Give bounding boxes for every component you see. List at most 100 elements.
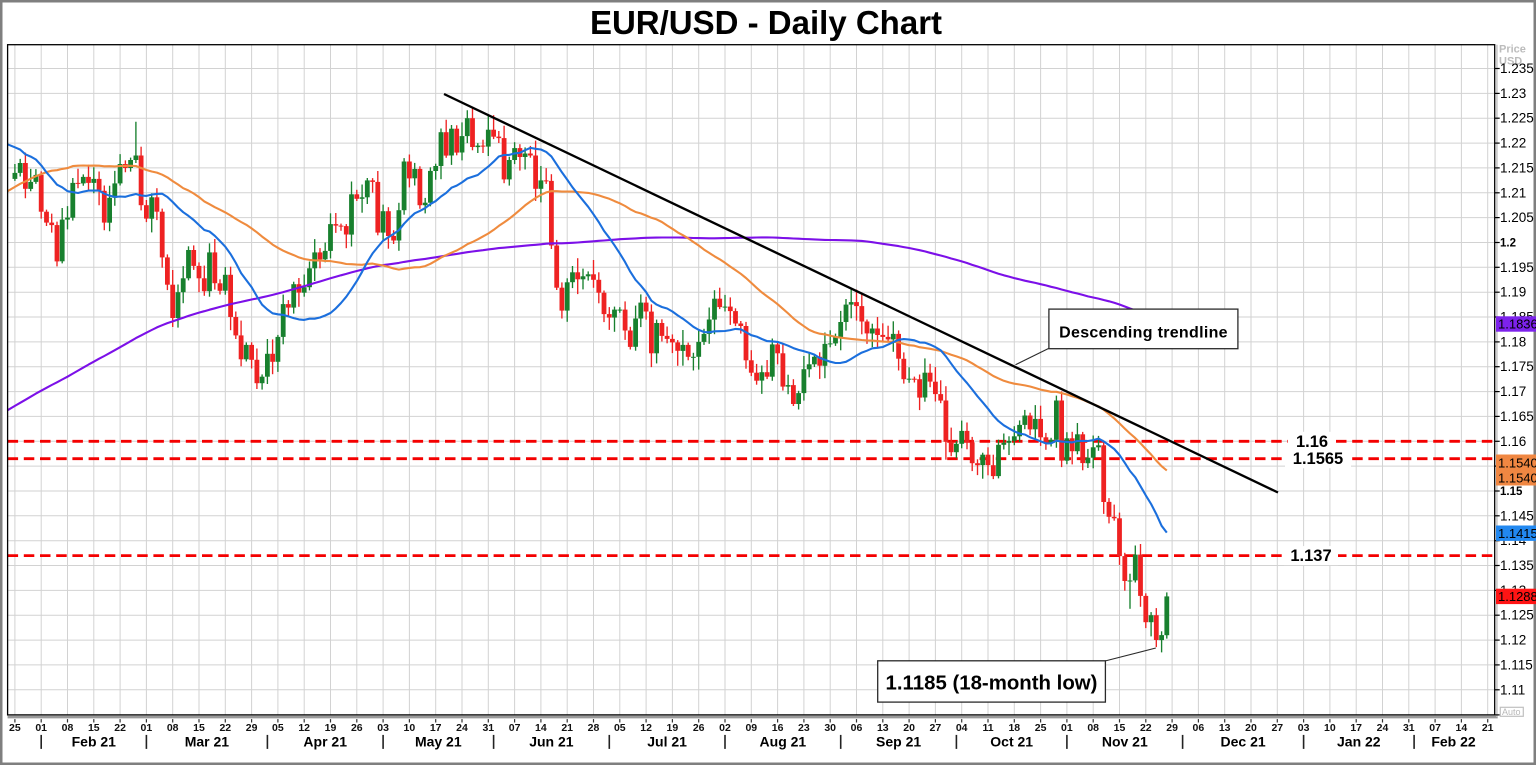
svg-text:26: 26: [351, 722, 363, 734]
svg-text:1.1288: 1.1288: [1498, 589, 1536, 604]
svg-text:17: 17: [1350, 722, 1362, 734]
svg-text:1.1565: 1.1565: [1293, 450, 1343, 468]
svg-text:31: 31: [482, 722, 494, 734]
svg-text:03: 03: [1298, 722, 1310, 734]
svg-text:03: 03: [377, 722, 389, 734]
svg-text:Descending trendline: Descending trendline: [1059, 324, 1228, 341]
svg-text:1.125: 1.125: [1500, 608, 1534, 623]
svg-text:Jun 21: Jun 21: [529, 733, 574, 749]
svg-text:07: 07: [1429, 722, 1441, 734]
svg-text:Dec 21: Dec 21: [1221, 733, 1266, 749]
svg-text:1.225: 1.225: [1500, 111, 1534, 126]
svg-text:1.1540: 1.1540: [1498, 471, 1536, 486]
svg-text:1.1185 (18-month low): 1.1185 (18-month low): [886, 672, 1098, 694]
svg-text:11: 11: [982, 722, 993, 734]
svg-text:25: 25: [1035, 722, 1047, 734]
svg-text:Jan 22: Jan 22: [1337, 733, 1381, 749]
svg-text:01: 01: [35, 722, 47, 734]
svg-text:29: 29: [1166, 722, 1178, 734]
svg-text:1.137: 1.137: [1290, 547, 1331, 565]
svg-text:02: 02: [719, 722, 731, 734]
svg-text:1.22: 1.22: [1500, 136, 1526, 151]
svg-text:Aug 21: Aug 21: [760, 733, 807, 749]
svg-text:08: 08: [62, 722, 74, 734]
svg-text:1.115: 1.115: [1500, 657, 1533, 672]
svg-text:19: 19: [667, 722, 679, 734]
svg-text:27: 27: [1271, 722, 1283, 734]
svg-text:19: 19: [325, 722, 337, 734]
svg-text:04: 04: [956, 722, 968, 734]
svg-text:14: 14: [1456, 722, 1468, 734]
svg-text:08: 08: [1087, 722, 1099, 734]
svg-text:29: 29: [246, 722, 258, 734]
svg-text:23: 23: [798, 722, 810, 734]
svg-text:06: 06: [851, 722, 863, 734]
svg-text:Price: Price: [1499, 44, 1526, 56]
svg-text:1.2: 1.2: [1500, 238, 1516, 250]
svg-text:20: 20: [1245, 722, 1257, 734]
svg-text:18: 18: [1008, 722, 1020, 734]
svg-text:31: 31: [1403, 722, 1415, 734]
svg-text:17: 17: [430, 722, 442, 734]
svg-text:05: 05: [272, 722, 284, 734]
svg-text:USD: USD: [1499, 56, 1522, 68]
svg-text:1.215: 1.215: [1500, 160, 1534, 175]
svg-text:1.19: 1.19: [1500, 285, 1526, 300]
svg-text:1.16: 1.16: [1500, 434, 1526, 449]
svg-text:12: 12: [298, 722, 310, 734]
svg-text:1.15: 1.15: [1500, 486, 1523, 498]
svg-text:22: 22: [219, 722, 231, 734]
svg-text:10: 10: [1324, 722, 1336, 734]
svg-text:01: 01: [141, 722, 153, 734]
svg-text:25: 25: [9, 722, 21, 734]
svg-text:1.165: 1.165: [1500, 409, 1534, 424]
svg-text:08: 08: [167, 722, 179, 734]
svg-text:28: 28: [588, 722, 600, 734]
svg-text:1.205: 1.205: [1500, 210, 1534, 225]
svg-text:16: 16: [772, 722, 784, 734]
svg-text:27: 27: [930, 722, 942, 734]
svg-text:1.175: 1.175: [1500, 359, 1534, 374]
svg-text:1.11: 1.11: [1500, 682, 1525, 697]
svg-text:26: 26: [693, 722, 705, 734]
svg-text:Sep 21: Sep 21: [876, 733, 921, 749]
svg-text:22: 22: [114, 722, 126, 734]
svg-text:1.1836: 1.1836: [1498, 317, 1536, 332]
svg-text:21: 21: [561, 722, 573, 734]
svg-text:Auto: Auto: [1502, 707, 1521, 717]
svg-text:12: 12: [640, 722, 652, 734]
svg-text:07: 07: [509, 722, 521, 734]
svg-text:Feb 21: Feb 21: [72, 733, 117, 749]
svg-text:06: 06: [1193, 722, 1205, 734]
svg-text:24: 24: [456, 722, 468, 734]
svg-text:09: 09: [745, 722, 757, 734]
svg-text:Nov 21: Nov 21: [1102, 733, 1148, 749]
svg-text:1.1540: 1.1540: [1498, 455, 1536, 470]
svg-text:21: 21: [1482, 722, 1494, 734]
svg-text:05: 05: [614, 722, 626, 734]
svg-text:1.21: 1.21: [1500, 185, 1526, 200]
svg-text:Jul 21: Jul 21: [647, 733, 687, 749]
svg-text:20: 20: [903, 722, 915, 734]
svg-text:Apr 21: Apr 21: [303, 733, 347, 749]
svg-text:22: 22: [1140, 722, 1152, 734]
svg-text:15: 15: [1114, 722, 1126, 734]
svg-text:24: 24: [1377, 722, 1389, 734]
svg-text:1.18: 1.18: [1500, 334, 1526, 349]
svg-text:Oct 21: Oct 21: [990, 733, 1033, 749]
svg-text:Mar 21: Mar 21: [185, 733, 230, 749]
svg-text:1.235: 1.235: [1500, 61, 1534, 76]
svg-text:13: 13: [877, 722, 889, 734]
svg-text:1.16: 1.16: [1296, 433, 1328, 451]
svg-text:1.23: 1.23: [1500, 86, 1526, 101]
svg-text:14: 14: [535, 722, 547, 734]
svg-text:15: 15: [88, 722, 100, 734]
svg-text:1.1415: 1.1415: [1498, 526, 1536, 541]
svg-text:1.17: 1.17: [1500, 384, 1526, 399]
svg-text:1.12: 1.12: [1500, 633, 1526, 648]
svg-text:Feb 22: Feb 22: [1431, 733, 1476, 749]
svg-text:30: 30: [824, 722, 836, 734]
svg-text:1.145: 1.145: [1500, 508, 1534, 523]
svg-text:10: 10: [404, 722, 416, 734]
svg-text:1.135: 1.135: [1500, 558, 1534, 573]
